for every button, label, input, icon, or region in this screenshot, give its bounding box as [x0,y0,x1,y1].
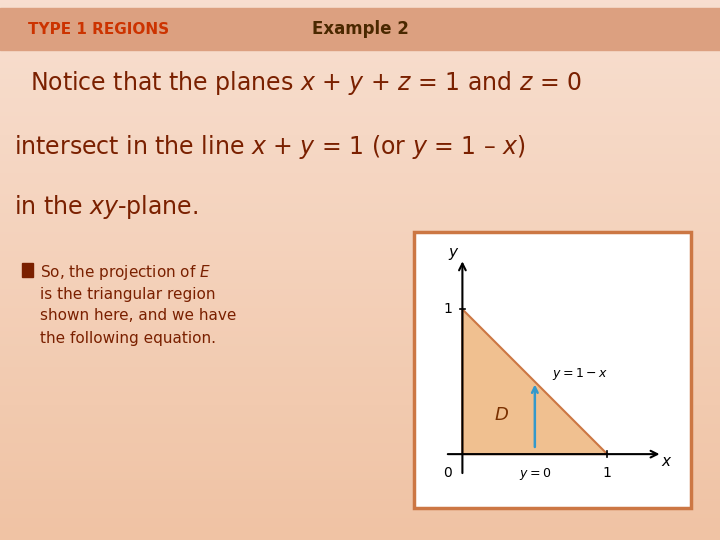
Text: So, the projection of $E$: So, the projection of $E$ [40,262,211,281]
Text: $y=0$: $y=0$ [518,467,551,482]
Text: 1: 1 [603,466,612,480]
Polygon shape [462,309,607,454]
Text: in the $xy$-plane.: in the $xy$-plane. [14,193,198,221]
Text: Notice that the planes $x$ + $y$ + $z$ = 1 and $z$ = 0: Notice that the planes $x$ + $y$ + $z$ =… [30,69,582,97]
Text: 1: 1 [444,302,452,316]
Text: $y$: $y$ [448,246,459,262]
Text: $x$: $x$ [661,454,672,469]
Text: is the triangular region: is the triangular region [40,287,215,301]
Text: $D$: $D$ [494,406,509,424]
Bar [0,8,720,50]
Text: 0: 0 [444,466,452,480]
Text: the following equation.: the following equation. [40,330,216,346]
Text: Example 2: Example 2 [312,20,408,38]
Text: $y=1-x$: $y=1-x$ [552,367,608,382]
Text: TYPE 1 REGIONS: TYPE 1 REGIONS [28,22,169,37]
Text: shown here, and we have: shown here, and we have [40,308,236,323]
Bar [22,263,33,277]
Text: intersect in the line $x$ + $y$ = 1 (or $y$ = 1 – $x$): intersect in the line $x$ + $y$ = 1 (or … [14,133,526,161]
Bar [414,232,691,508]
